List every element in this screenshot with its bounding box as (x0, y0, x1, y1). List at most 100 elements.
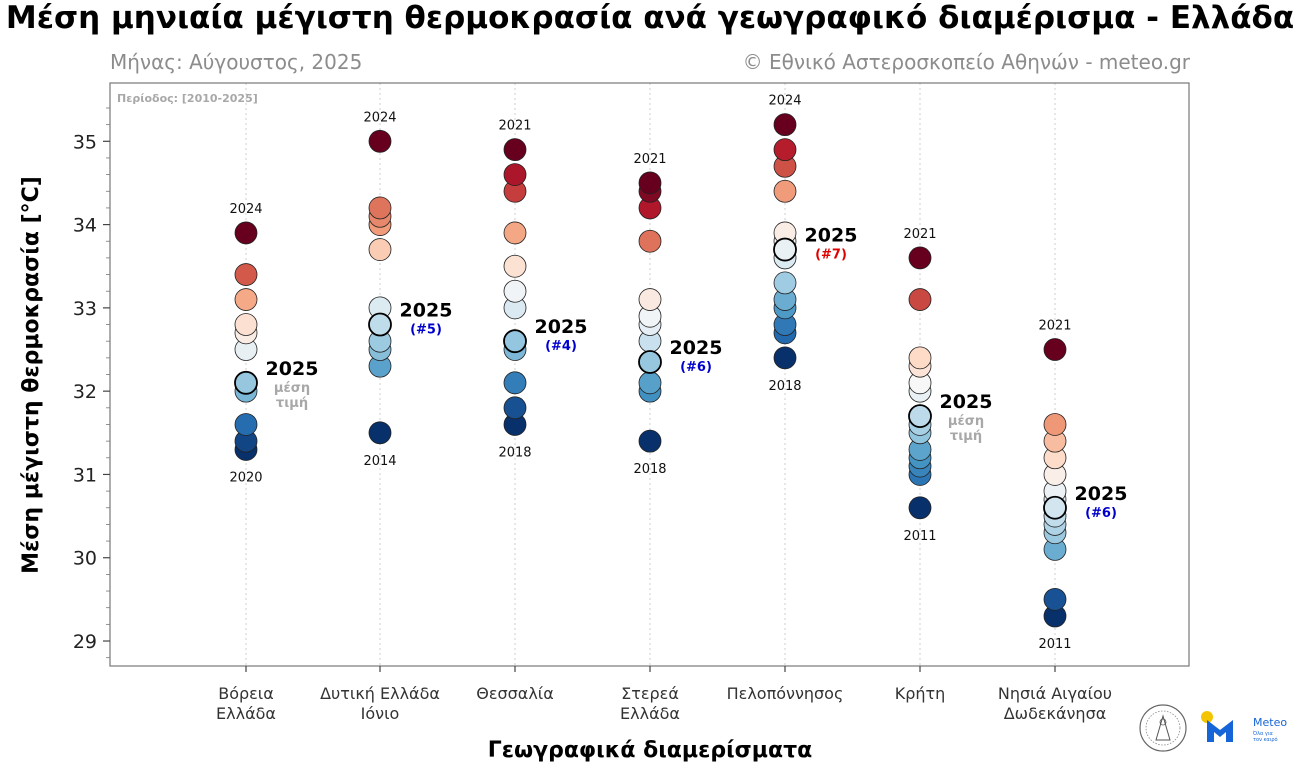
data-point (638, 371, 662, 395)
y-tick-label: 32 (73, 381, 97, 403)
annotation-2025: 2025 (535, 316, 588, 338)
x-tick-label: Βόρεια (218, 684, 274, 703)
annotation-2025: 2025 (266, 358, 319, 380)
x-tick-label: Δωδεκάνησα (1004, 704, 1107, 723)
max-year-label: 2024 (229, 202, 262, 217)
avg-label: μέση (948, 414, 984, 429)
min-year-label: 2011 (1038, 637, 1071, 652)
data-point (908, 496, 932, 520)
avg-label: μέση (274, 381, 310, 396)
data-point (234, 288, 258, 311)
max-year-label: 2024 (363, 110, 396, 125)
data-point (503, 371, 527, 395)
data-labels: 202420202025μέσητιμή202420142025(#5)2021… (229, 94, 1127, 652)
y-axis: 29 30 31 32 33 34 35 (73, 107, 110, 659)
data-point-2025 (908, 404, 932, 429)
y-tick-label: 31 (73, 464, 97, 486)
data-point (234, 221, 258, 245)
x-tick-label: Ελλάδα (216, 704, 276, 723)
data-point (368, 196, 392, 220)
min-year-label: 2020 (229, 470, 262, 485)
data-point (368, 129, 392, 153)
data-point (503, 254, 527, 278)
data-point-2025 (368, 312, 392, 337)
y-axis-label: Μέση μέγιστη θερμοκρασία [°C] (19, 176, 44, 574)
data-point (234, 413, 258, 436)
data-point (908, 288, 932, 311)
data-point-2025 (773, 237, 797, 262)
x-tick-label: Ιόνιο (361, 704, 400, 723)
observatory-seal-logo (1139, 704, 1187, 752)
rank-label: (#6) (1085, 506, 1117, 521)
chart-title: Μέση μηνιαία μέγιστη θερμοκρασία ανά γεω… (6, 0, 1294, 36)
data-point (773, 346, 797, 370)
min-year-label: 2018 (768, 379, 801, 394)
x-tick-label: Κρήτη (895, 684, 946, 703)
x-tick-label: Θεσσαλία (476, 684, 554, 703)
x-tick-label: Στερεά (621, 684, 679, 703)
y-tick-label: 30 (73, 548, 97, 570)
data-point-2025 (1043, 495, 1067, 520)
data-point (638, 229, 662, 253)
min-year-label: 2018 (633, 462, 666, 477)
annotation-2025: 2025 (400, 300, 453, 322)
data-point (908, 246, 932, 270)
sun-icon (1201, 711, 1213, 723)
max-year-label: 2021 (498, 119, 531, 134)
y-tick-label: 29 (73, 631, 97, 653)
rank-label: (#5) (410, 323, 442, 338)
data-point (1043, 587, 1067, 611)
x-tick-label: Πελοπόννησος (727, 684, 844, 703)
data-point (773, 179, 797, 203)
data-point-2025 (503, 329, 527, 354)
data-point (503, 221, 527, 245)
annotation-2025: 2025 (1075, 483, 1128, 505)
max-year-label: 2021 (633, 152, 666, 167)
min-year-label: 2011 (903, 529, 936, 544)
data-point (503, 279, 527, 303)
data-point (638, 288, 662, 311)
data-points (234, 113, 1067, 628)
data-point-2025 (638, 350, 662, 374)
max-year-label: 2021 (903, 227, 936, 242)
y-tick-label: 34 (73, 215, 97, 237)
data-point (368, 238, 392, 261)
annotation-2025: 2025 (805, 225, 858, 247)
subtitle-month: Μήνας: Αύγουστος, 2025 (110, 50, 362, 74)
data-point (773, 113, 797, 137)
rank-label: (#7) (815, 248, 847, 263)
data-point (773, 138, 797, 162)
x-tick-label: Δυτική Ελλάδα (320, 684, 440, 703)
x-tick-label: Ελλάδα (620, 704, 680, 723)
avg-label: τιμή (950, 429, 982, 444)
data-point-2025 (234, 370, 258, 395)
meteo-logo-tagline-1: Όλα για (1252, 730, 1274, 737)
max-year-label: 2021 (1038, 319, 1071, 334)
data-point (1043, 338, 1067, 361)
data-point (773, 271, 797, 295)
data-point (638, 171, 662, 195)
data-point (638, 429, 662, 453)
data-point (503, 396, 527, 420)
rank-label: (#6) (680, 360, 712, 375)
x-axis-label: Γεωγραφικά διαμερίσματα (488, 738, 813, 763)
rank-label: (#4) (545, 339, 577, 354)
max-year-label: 2024 (768, 94, 801, 109)
x-tick-label: Νησιά Αιγαίου (998, 684, 1112, 703)
meteo-logo: Meteo Όλα για τον καιρό (1201, 711, 1287, 743)
y-tick-label: 35 (73, 131, 97, 153)
min-year-label: 2018 (498, 445, 531, 460)
data-point (908, 346, 932, 370)
data-point (368, 421, 392, 445)
annotation-2025: 2025 (940, 391, 993, 413)
avg-label: τιμή (276, 396, 308, 411)
meteo-m-icon (1207, 720, 1233, 742)
meteo-logo-name: Meteo (1253, 716, 1287, 729)
y-tick-label: 33 (73, 298, 97, 320)
meteo-logo-tagline-2: τον καιρό (1253, 736, 1278, 743)
data-point (234, 313, 258, 336)
subtitle-source: © Εθνικό Αστεροσκοπείο Αθηνών - meteo.gr (743, 50, 1191, 74)
period-label: Περίοδος: [2010-2025] (117, 92, 258, 105)
min-year-label: 2014 (363, 454, 396, 469)
